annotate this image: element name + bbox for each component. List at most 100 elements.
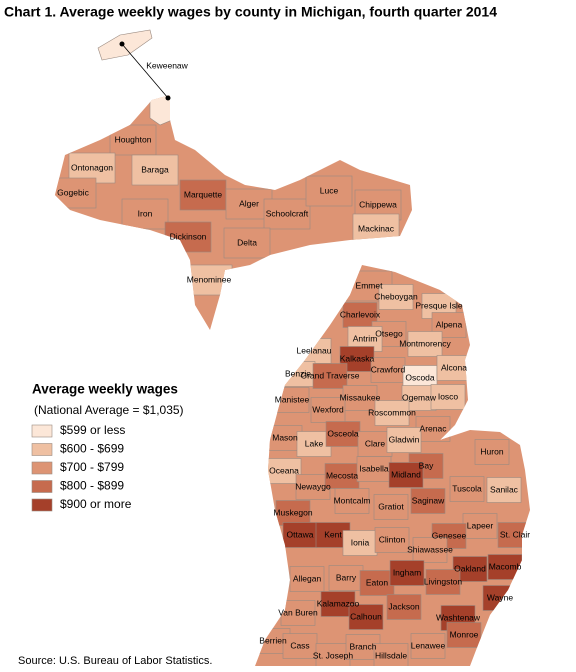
county-label: Lake	[305, 438, 324, 448]
county-shape	[263, 198, 311, 230]
county-shape	[97, 29, 153, 61]
county-label: Huron	[480, 446, 503, 456]
county-shape	[280, 600, 316, 626]
county-shape	[282, 522, 318, 548]
county-label: Kalkaska	[340, 353, 375, 363]
county-label: Alpena	[436, 319, 463, 329]
legend-swatch	[31, 461, 53, 475]
county-label: Marquette	[184, 189, 223, 199]
county-shape	[425, 569, 461, 595]
county-label: Kent	[324, 529, 342, 539]
legend-label: $700 - $799	[60, 460, 124, 474]
county-shape	[474, 439, 510, 465]
county-shape	[452, 556, 488, 582]
county-label: Mason	[272, 432, 298, 442]
county-label: Baraga	[141, 164, 169, 174]
county-label: Midland	[391, 469, 421, 479]
county-shape	[342, 530, 378, 556]
county-label: Oscoda	[405, 372, 435, 382]
county-label: Lapeer	[467, 520, 494, 530]
leader-dot	[119, 41, 125, 47]
county-label: Emmet	[356, 280, 384, 290]
legend-label: $900 or more	[60, 497, 132, 511]
county-label: Bay	[419, 460, 434, 470]
county-shape	[325, 421, 361, 447]
legend-title: Average weekly wages	[32, 382, 178, 397]
county-label: Montmorency	[399, 338, 451, 348]
county-label: Washtenaw	[436, 612, 481, 622]
county-label: Gladwin	[389, 434, 420, 444]
county-label: Muskegon	[273, 507, 312, 517]
county-shape	[223, 227, 271, 259]
county-shape	[373, 494, 409, 520]
county-label: Menominee	[187, 274, 232, 284]
county-label: Newaygo	[295, 481, 331, 491]
county-label: Osceola	[327, 428, 358, 438]
county-label: Mackinac	[358, 223, 395, 233]
county-shape	[359, 570, 395, 596]
county-label: Dickinson	[170, 231, 207, 241]
county-label: Cass	[290, 640, 309, 650]
county-label: Chippewa	[359, 199, 397, 209]
county-label: Isabella	[359, 463, 389, 473]
county-label: Shiawassee	[407, 544, 453, 554]
county-shape	[410, 633, 446, 659]
legend-swatch	[31, 498, 53, 512]
county-label: Hillsdale	[375, 650, 407, 660]
county-label: Wayne	[487, 592, 513, 602]
keweenaw-inset	[97, 29, 171, 101]
county-label: Leelanau	[297, 345, 332, 355]
county-shape	[449, 476, 485, 502]
county-shape	[131, 154, 179, 186]
county-label: Gogebic	[57, 187, 89, 197]
county-label: Alcona	[441, 362, 467, 372]
source: Source: U.S. Bureau of Labor Statistics.	[18, 655, 212, 667]
county-label: Grand Traverse	[300, 370, 359, 380]
county-label: Cheboygan	[374, 291, 418, 301]
county-label: Ionia	[351, 537, 370, 547]
county-shape	[374, 400, 410, 426]
county-label: Monroe	[450, 629, 479, 639]
county-shape	[410, 488, 446, 514]
county-shape	[121, 198, 169, 230]
county-label: Eaton	[366, 577, 388, 587]
legend-swatch	[31, 424, 53, 438]
leader-dot	[165, 95, 171, 101]
county-label: Presque Isle	[415, 300, 463, 310]
county-shape	[179, 179, 227, 211]
county-label: Antrim	[353, 333, 378, 343]
county-label: Manistee	[275, 394, 310, 404]
county-label: Ogemaw	[402, 392, 437, 402]
county-label: Otsego	[375, 328, 403, 338]
county-shape	[388, 462, 424, 488]
county-label: Clinton	[379, 534, 406, 544]
county-label: Roscommon	[368, 407, 416, 417]
title: Chart 1. Average weekly wages by county …	[4, 4, 497, 20]
county-label: Missaukee	[340, 392, 381, 402]
legend-label: $800 - $899	[60, 479, 124, 493]
county-shape	[386, 427, 422, 453]
county-shape	[348, 604, 384, 630]
county-label: Van Buren	[278, 607, 318, 617]
legend-label: $599 or less	[60, 423, 125, 437]
county-shape	[339, 346, 375, 372]
county-label: Branch	[350, 641, 377, 651]
county-shape	[266, 458, 302, 484]
county-label: Mecosta	[326, 470, 358, 480]
county-shape	[407, 331, 443, 357]
county-shape	[386, 594, 422, 620]
county-label: Oakland	[454, 563, 486, 573]
county-label: Delta	[237, 237, 257, 247]
county-label: Crawford	[371, 364, 406, 374]
county-label: Benzie	[285, 368, 311, 378]
county-label: Allegan	[293, 573, 322, 583]
county-shape	[374, 527, 410, 553]
county-label: Montcalm	[334, 495, 371, 505]
county-label: Ottawa	[287, 529, 314, 539]
county-shape	[296, 431, 332, 457]
legend-swatch	[31, 480, 53, 493]
county-label: Genesee	[432, 530, 467, 540]
county-label: St. Clair	[500, 529, 530, 539]
county-shape	[289, 566, 325, 592]
